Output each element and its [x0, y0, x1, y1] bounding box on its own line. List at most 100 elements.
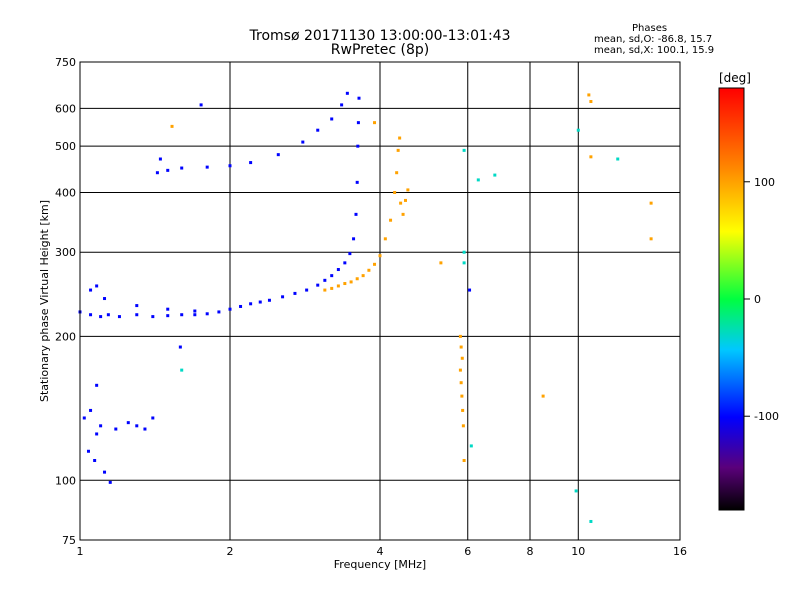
- data-point-o: [357, 96, 361, 100]
- colorbar-label: [deg]: [719, 71, 751, 85]
- data-point-o: [143, 427, 147, 431]
- data-point-x: [367, 268, 371, 272]
- y-axis-label: Stationary phase Virtual Height [km]: [38, 200, 51, 402]
- x-tick-label: 1: [77, 545, 84, 558]
- plot-frame: [79, 61, 681, 541]
- grid-lines: [80, 62, 680, 540]
- data-point-o: [205, 312, 209, 316]
- data-point-o: [135, 313, 139, 317]
- y-tick-label: 400: [55, 186, 76, 199]
- data-points: [78, 91, 653, 523]
- data-point-x: [361, 274, 365, 278]
- data-point-o: [316, 283, 320, 287]
- data-point-o: [330, 117, 334, 121]
- data-point-o: [135, 304, 139, 308]
- data-point-x: [461, 408, 465, 412]
- data-point-x: [170, 124, 174, 128]
- x-tick-label: 8: [527, 545, 534, 558]
- x-tick-label: 4: [377, 545, 384, 558]
- data-point-x: [459, 381, 463, 385]
- data-point-x: [330, 286, 334, 290]
- data-point-o: [93, 458, 97, 462]
- data-point-o: [205, 165, 209, 169]
- data-point-x: [406, 188, 410, 192]
- data-point-misc: [469, 444, 473, 448]
- data-point-o: [166, 314, 170, 318]
- data-point-o: [180, 313, 184, 317]
- data-point-x: [460, 356, 464, 360]
- data-point-o: [193, 313, 197, 317]
- data-point-x: [589, 155, 593, 159]
- data-point-o: [258, 300, 262, 304]
- data-point-o: [99, 315, 103, 319]
- data-point-o: [301, 140, 305, 144]
- y-tick-label: 300: [55, 246, 76, 259]
- data-point-o: [249, 161, 253, 165]
- data-point-o: [114, 427, 118, 431]
- data-point-x: [589, 100, 593, 104]
- data-point-o: [345, 91, 349, 95]
- data-point-misc: [493, 173, 497, 177]
- data-point-o: [305, 288, 309, 292]
- data-point-o: [95, 383, 99, 387]
- data-point-x: [439, 261, 443, 265]
- data-point-o: [323, 278, 327, 282]
- data-point-x: [649, 201, 653, 205]
- data-point-x: [355, 277, 359, 281]
- y-tick-label: 75: [62, 534, 76, 547]
- data-point-misc: [574, 489, 578, 493]
- colorbar-ticks: 100 0 -100: [744, 176, 779, 423]
- data-point-o: [340, 103, 344, 107]
- x-tick-label: 6: [464, 545, 471, 558]
- data-point-o: [239, 304, 243, 308]
- data-point-o: [217, 310, 221, 314]
- data-point-o: [178, 345, 182, 349]
- data-point-o: [355, 180, 359, 184]
- data-point-o: [316, 128, 320, 132]
- chart-subtitle: RwPretec (8p): [330, 42, 430, 58]
- data-point-x: [395, 171, 399, 175]
- data-point-o: [468, 288, 472, 292]
- colorbar-tick-label: -100: [754, 410, 779, 423]
- data-point-x: [398, 136, 402, 140]
- data-point-x: [401, 212, 405, 216]
- data-point-o: [336, 268, 340, 272]
- data-point-o: [276, 153, 280, 157]
- data-point-o: [180, 166, 184, 170]
- data-point-o: [356, 144, 360, 148]
- data-point-misc: [462, 261, 466, 265]
- data-point-x: [541, 394, 545, 398]
- data-point-o: [343, 261, 347, 265]
- data-point-x: [393, 190, 397, 194]
- data-point-o: [348, 252, 352, 256]
- data-point-o: [106, 313, 110, 317]
- data-point-misc: [476, 178, 480, 182]
- data-point-x: [462, 458, 466, 462]
- data-point-x: [461, 424, 465, 428]
- data-point-misc: [462, 148, 466, 152]
- data-point-o: [103, 297, 107, 301]
- y-tick-label: 200: [55, 330, 76, 343]
- axis-ticks: 1 2 4 6 8 10 16 75 100 200 300 400 500 600 750: [55, 56, 687, 558]
- data-point-o: [193, 309, 197, 313]
- data-point-o: [330, 274, 334, 278]
- data-point-o: [354, 212, 358, 216]
- data-point-x: [458, 334, 462, 338]
- y-tick-label: 600: [55, 102, 76, 115]
- data-point-x: [336, 284, 340, 288]
- data-point-o: [126, 421, 130, 425]
- colorbar: [718, 87, 745, 511]
- data-point-x: [323, 288, 327, 292]
- data-point-o: [281, 295, 285, 299]
- data-point-o: [158, 157, 162, 161]
- data-point-x: [389, 218, 393, 222]
- data-point-o: [151, 416, 155, 420]
- data-point-o: [99, 424, 103, 428]
- data-point-o: [293, 291, 297, 295]
- colorbar-tick-label: 100: [754, 176, 775, 189]
- data-point-x: [649, 237, 653, 241]
- data-point-o: [86, 449, 90, 453]
- data-point-o: [95, 284, 99, 288]
- data-point-x: [383, 237, 387, 241]
- data-point-o: [103, 470, 107, 474]
